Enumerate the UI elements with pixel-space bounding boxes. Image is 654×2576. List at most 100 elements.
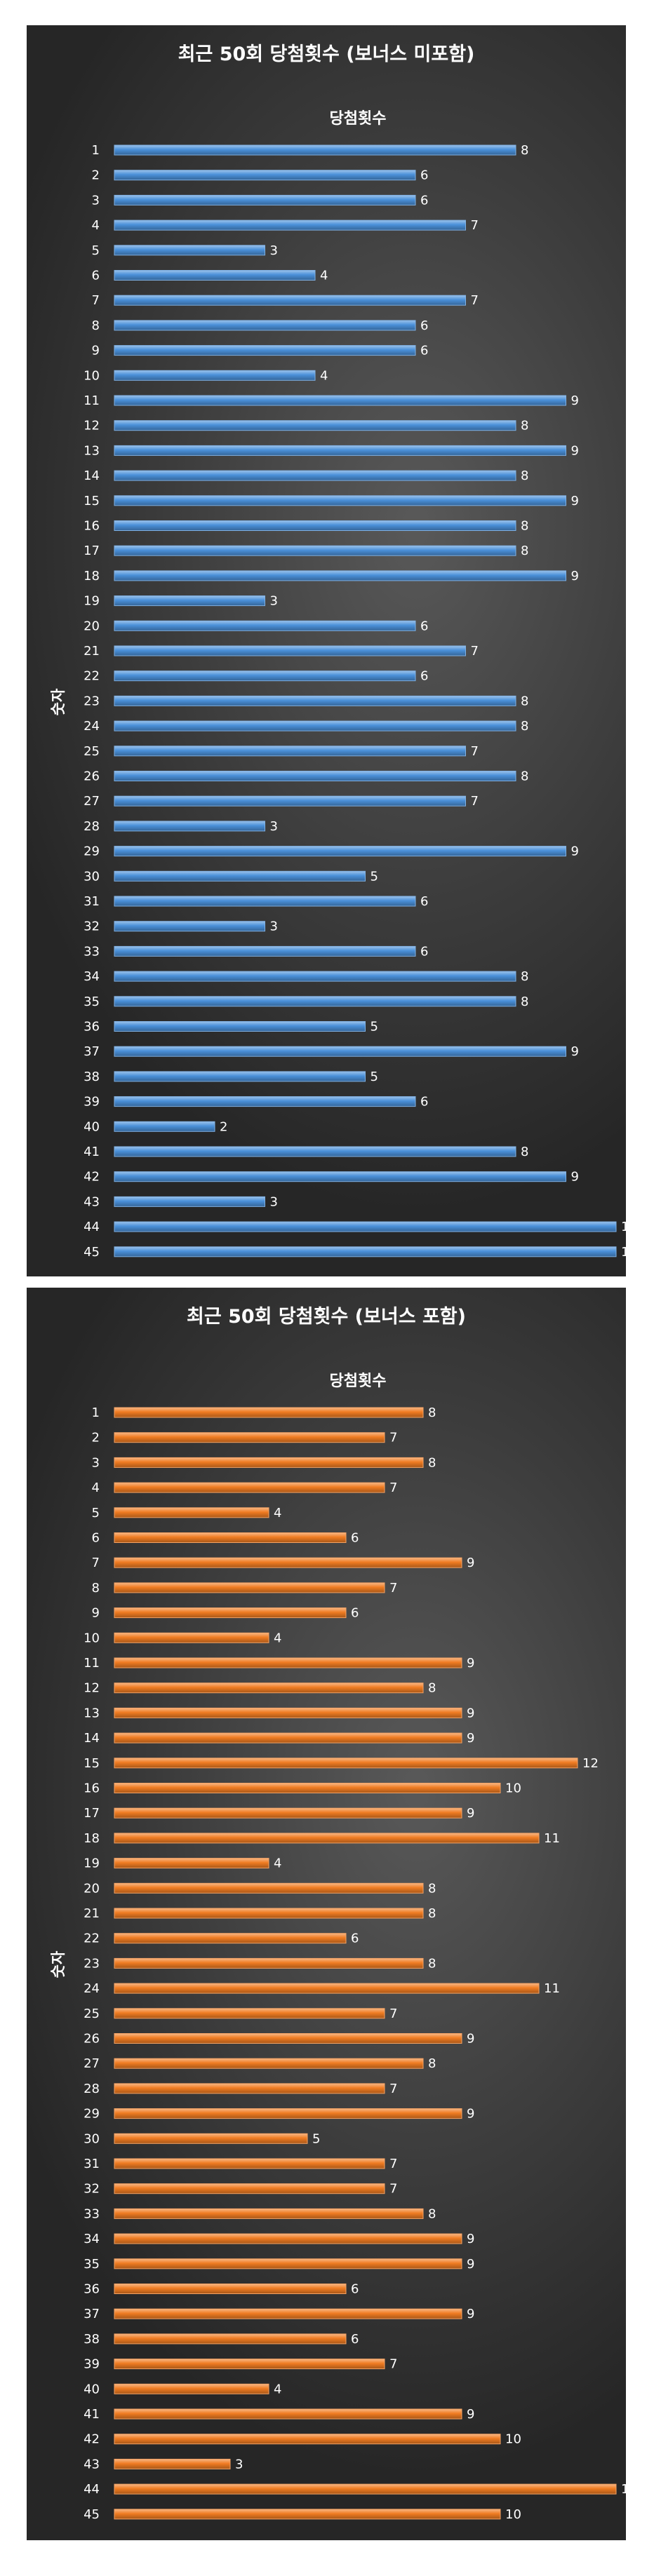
data-label: 6: [351, 1606, 359, 1621]
category-tick-label: 31: [84, 2157, 100, 2171]
category-tick-label: 30: [84, 869, 100, 884]
category-tick-label: 43: [84, 2457, 100, 2472]
bar: [114, 620, 416, 631]
data-label: 4: [274, 1856, 281, 1871]
data-label: 7: [471, 744, 479, 759]
category-tick-label: 7: [92, 1556, 100, 1570]
bar: [114, 420, 516, 431]
bar: [114, 971, 516, 982]
bar: [114, 2183, 385, 2194]
bar: [114, 1833, 540, 1844]
data-label: 9: [571, 844, 579, 859]
bar: [114, 1021, 366, 1032]
category-tick-label: 18: [84, 569, 100, 584]
category-tick-label: 6: [92, 269, 100, 283]
bar: [114, 1146, 516, 1157]
bar: [114, 1957, 424, 1969]
data-label: 7: [471, 794, 479, 809]
data-label: 8: [428, 2056, 436, 2071]
bar: [114, 2108, 462, 2119]
bar: [114, 1407, 424, 1418]
category-tick-label: 36: [84, 1020, 100, 1034]
data-label: 9: [467, 1806, 474, 1821]
category-tick-label: 35: [84, 994, 100, 1009]
category-tick-label: 45: [84, 2507, 100, 2522]
bar: [114, 771, 516, 781]
bar: [114, 470, 516, 481]
bar: [114, 870, 366, 882]
bar: [114, 1858, 269, 1869]
category-tick-label: 21: [84, 1906, 100, 1921]
category-tick-label: 28: [84, 2082, 100, 2096]
data-label: 4: [274, 1631, 281, 1645]
bar: [114, 1171, 566, 1182]
bar: [114, 2233, 462, 2244]
category-tick-label: 37: [84, 1044, 100, 1059]
data-label: 7: [389, 2357, 397, 2372]
bar-chart-no-bonus: 최근 50회 당첨횟수 (보너스 미포함) 당첨횟수 숫자 1 82 63 64 75 3…: [50, 43, 626, 1260]
category-tick-label: 21: [84, 644, 100, 659]
data-label: 2: [220, 1119, 227, 1134]
data-label: 7: [389, 2082, 397, 2096]
data-label: 4: [320, 269, 328, 283]
bar: [114, 1983, 540, 1994]
bar: [114, 2408, 462, 2420]
category-tick-label: 5: [92, 1506, 100, 1520]
category-tick-label: 34: [84, 2232, 100, 2246]
data-label: 10: [621, 1220, 626, 1234]
bar: [114, 1882, 424, 1894]
bar: [114, 2333, 347, 2345]
category-tick-label: 29: [84, 844, 100, 859]
bar: [114, 1908, 424, 1919]
category-tick-label: 4: [92, 1481, 100, 1495]
category-tick-label: 29: [84, 2107, 100, 2122]
data-label: 3: [270, 1194, 278, 1209]
bar: [114, 2383, 269, 2394]
data-label: 9: [467, 2032, 474, 2046]
bar: [114, 2258, 462, 2270]
category-tick-label: 10: [84, 1631, 100, 1645]
bar: [114, 1683, 424, 1694]
data-label: 3: [270, 919, 278, 934]
category-tick-label: 11: [84, 1656, 100, 1671]
category-tick-label: 14: [84, 468, 100, 483]
category-tick-label: 22: [84, 669, 100, 684]
bar: [114, 245, 265, 256]
category-tick-label: 38: [84, 1070, 100, 1084]
data-label: 6: [420, 894, 428, 909]
category-tick-label: 26: [84, 2032, 100, 2046]
data-label: 9: [571, 443, 579, 458]
bar: [114, 2434, 501, 2445]
data-label: 7: [471, 218, 479, 233]
bar: [114, 1121, 215, 1132]
category-tick-label: 45: [84, 1245, 100, 1260]
data-label: 9: [571, 494, 579, 508]
bar: [114, 194, 416, 205]
bar: [114, 1557, 462, 1568]
bar: [114, 1657, 462, 1668]
data-label: 9: [467, 1706, 474, 1720]
bar: [114, 545, 516, 556]
bar: [114, 1807, 462, 1819]
category-tick-label: 12: [84, 1681, 100, 1696]
data-label: 8: [521, 419, 528, 433]
data-label: 8: [521, 1145, 528, 1159]
bar: [114, 645, 466, 656]
data-label: 8: [521, 769, 528, 784]
bar: [114, 345, 416, 356]
data-label: 8: [428, 1455, 436, 1470]
chart-title: 최근 50회 당첨횟수 (보너스 포함): [187, 1306, 466, 1328]
bar: [114, 270, 316, 281]
data-label: 3: [270, 594, 278, 609]
category-tick-label: 2: [92, 1431, 100, 1445]
bar: [114, 2509, 501, 2520]
bar: [114, 2058, 424, 2069]
category-tick-label: 42: [84, 1170, 100, 1185]
y-axis-title: 숫자: [50, 1950, 67, 1978]
category-tick-label: 30: [84, 2131, 100, 2146]
category-tick-label: 40: [84, 2382, 100, 2396]
data-label: 9: [571, 393, 579, 408]
data-label: 6: [420, 193, 428, 208]
